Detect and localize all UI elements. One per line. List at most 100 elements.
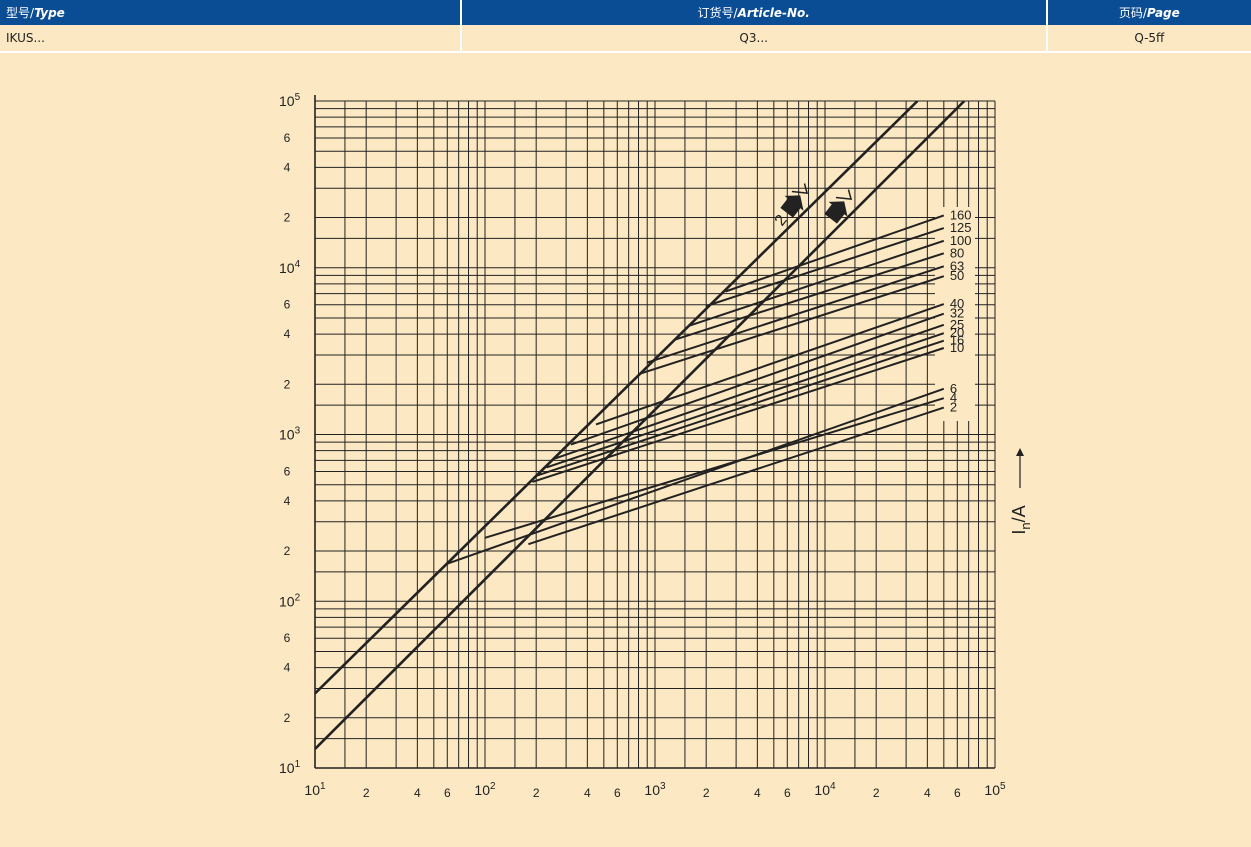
page-header-zh: 页码 <box>1118 6 1143 20</box>
article-column-header: 订货号/Article-No. <box>460 0 1048 25</box>
x-tick-label: 105 <box>984 781 1006 798</box>
type-cell: IKUS... <box>0 25 462 53</box>
x-tick-label-base: 10 <box>984 782 1000 798</box>
series-label: 16 <box>950 333 964 348</box>
y-tick-label: 4 <box>284 494 291 508</box>
series-label: 32 <box>950 306 964 321</box>
series-label: 50 <box>950 268 964 283</box>
y-tick-label-exponent: 4 <box>295 259 301 270</box>
x-tick-label-base: 10 <box>644 782 660 798</box>
article-header-en: Article-No. <box>737 6 810 20</box>
page-cell: Q-5ff <box>1046 25 1251 53</box>
header-table: 型号/Type 订货号/Article-No. 页码/Page IKUS... … <box>0 0 1251 53</box>
y-tick-label-exponent: 1 <box>295 759 301 770</box>
article-cell: Q3... <box>460 25 1048 53</box>
grid <box>314 100 996 769</box>
x-tick-label: 6 <box>954 786 961 800</box>
y-tick-label-base: 10 <box>279 260 295 276</box>
series-line <box>446 387 945 565</box>
series-label: 40 <box>950 296 964 311</box>
y-axis-label-text: In/A <box>1009 505 1033 534</box>
header-row: 型号/Type 订货号/Article-No. 页码/Page <box>0 0 1251 25</box>
series-line <box>570 312 945 446</box>
y-tick-label: 6 <box>284 631 291 645</box>
y-tick-label: 2 <box>284 377 291 391</box>
series-label: 25 <box>950 317 964 332</box>
series-line <box>705 227 945 307</box>
y-tick-label: 6 <box>284 464 291 478</box>
page-column-header: 页码/Page <box>1046 0 1251 25</box>
x-tick-label-exponent: 1 <box>320 781 326 792</box>
x-tick-label-base: 10 <box>304 782 320 798</box>
series-label: 10 <box>950 340 964 355</box>
x-tick-label-base: 10 <box>814 782 830 798</box>
y-axis-label-sub: n <box>1018 522 1033 529</box>
page-header-en: Page <box>1146 6 1180 20</box>
series-label: 20 <box>950 325 964 340</box>
y-tick-label: 102 <box>279 592 301 609</box>
series-label: 160 <box>950 207 972 222</box>
y-tick-label: 103 <box>279 426 301 443</box>
x-tick-label: 4 <box>414 786 421 800</box>
limit-label-symbol <box>824 201 848 224</box>
y-tick-label-base: 10 <box>279 760 295 776</box>
limit-lines <box>315 101 966 750</box>
y-tick-label: 101 <box>279 759 301 776</box>
y-tick-label: 2 <box>284 211 291 225</box>
series-line <box>689 239 945 327</box>
series-line <box>546 332 945 469</box>
series-line <box>532 347 945 483</box>
series-line <box>674 252 945 341</box>
x-tick-label: 2 <box>533 786 540 800</box>
y-tick-label: 6 <box>284 298 291 312</box>
x-tick-label-exponent: 3 <box>660 781 666 792</box>
x-tick-label: 102 <box>474 781 496 798</box>
y-tick-label-base: 10 <box>279 427 295 443</box>
limit-line <box>315 101 919 695</box>
series-label: 2 <box>950 400 957 415</box>
type-column-header: 型号/Type <box>0 0 462 25</box>
x-tick-label: 104 <box>814 781 836 798</box>
x-tick-label: 103 <box>644 781 666 798</box>
y-tick-label-exponent: 2 <box>295 592 301 603</box>
y-axis-arrow-head <box>1016 448 1024 456</box>
y-tick-label: 4 <box>284 327 291 341</box>
x-tick-label: 2 <box>703 786 710 800</box>
type-header-en: Type <box>34 6 65 20</box>
series-label: 125 <box>950 220 972 235</box>
limit-label-mark <box>835 189 853 201</box>
page-header-sep: / <box>1142 6 1147 20</box>
y-tick-label: 2 <box>284 711 291 725</box>
series-line <box>535 339 945 477</box>
data-row: IKUS... Q3... Q-5ff <box>0 25 1251 53</box>
y-tick-label: 2 <box>284 544 291 558</box>
x-tick-label-exponent: 4 <box>830 781 836 792</box>
series-label: 6 <box>950 381 957 396</box>
series-line <box>552 323 945 461</box>
limit-line <box>315 101 966 750</box>
x-tick-label: 2 <box>363 786 370 800</box>
article-header-zh: 订货号 <box>697 6 734 20</box>
x-tick-label: 4 <box>754 786 761 800</box>
y-tick-label: 4 <box>284 160 291 174</box>
y-axis-label: In/A <box>1009 448 1033 535</box>
y-tick-label: 6 <box>284 131 291 145</box>
series-label: 100 <box>950 233 972 248</box>
y-tick-label: 104 <box>279 259 301 276</box>
x-tick-label: 101 <box>304 781 326 798</box>
x-tick-label: 4 <box>584 786 591 800</box>
series-line <box>484 397 945 539</box>
type-header-sep: / <box>30 6 35 20</box>
x-tick-label-exponent: 2 <box>490 781 496 792</box>
y-axis-label-rest: /A <box>1009 505 1029 522</box>
type-header-zh: 型号 <box>6 6 31 20</box>
series-line <box>638 275 945 376</box>
x-tick-label: 2 <box>873 786 880 800</box>
series-line <box>646 265 945 364</box>
y-tick-label: 105 <box>279 92 301 109</box>
y-tick-label-base: 10 <box>279 93 295 109</box>
x-tick-label: 6 <box>614 786 621 800</box>
